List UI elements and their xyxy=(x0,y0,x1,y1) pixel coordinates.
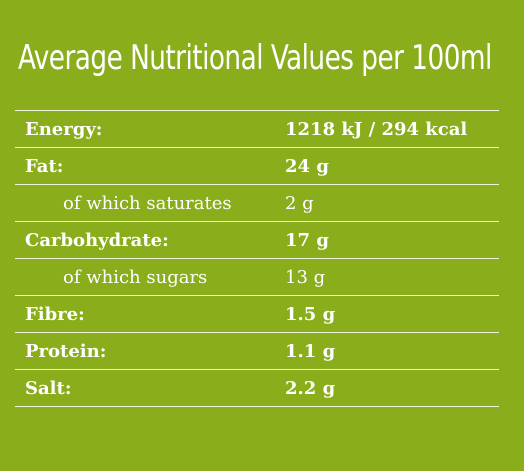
nutrition-row-fat: Fat: 24 g xyxy=(15,148,499,185)
nutrition-label-fat: Fat: xyxy=(25,156,64,177)
nutrition-row-carbohydrate: Carbohydrate: 17 g xyxy=(15,222,499,259)
nutrition-value-energy: 1218 kJ / 294 kcal xyxy=(285,119,468,140)
nutrition-row-saturates: of which saturates 2 g xyxy=(15,185,499,222)
nutrition-label-saturates: of which saturates xyxy=(63,193,232,214)
nutrition-label-salt: Salt: xyxy=(25,378,72,399)
nutrition-label-protein: Protein: xyxy=(25,341,107,362)
nutrition-row-energy: Energy: 1218 kJ / 294 kcal xyxy=(15,111,499,148)
nutrition-table: Energy: 1218 kJ / 294 kcal Fat: 24 g of … xyxy=(15,110,499,407)
nutrition-value-salt: 2.2 g xyxy=(285,378,336,399)
nutrition-label-carbohydrate: Carbohydrate: xyxy=(25,230,169,251)
nutrition-value-protein: 1.1 g xyxy=(285,341,336,362)
nutrition-label-energy: Energy: xyxy=(25,119,103,140)
nutrition-value-sugars: 13 g xyxy=(285,267,326,288)
nutrition-value-fat: 24 g xyxy=(285,156,329,177)
nutrition-title: Average Nutritional Values per 100ml xyxy=(18,38,492,78)
nutrition-value-fibre: 1.5 g xyxy=(285,304,336,325)
nutrition-value-carbohydrate: 17 g xyxy=(285,230,329,251)
nutrition-value-saturates: 2 g xyxy=(285,193,314,214)
nutrition-row-sugars: of which sugars 13 g xyxy=(15,259,499,296)
nutrition-label-sugars: of which sugars xyxy=(63,267,208,288)
nutrition-row-protein: Protein: 1.1 g xyxy=(15,333,499,370)
nutrition-row-salt: Salt: 2.2 g xyxy=(15,370,499,407)
nutrition-label-fibre: Fibre: xyxy=(25,304,85,325)
nutrition-row-fibre: Fibre: 1.5 g xyxy=(15,296,499,333)
